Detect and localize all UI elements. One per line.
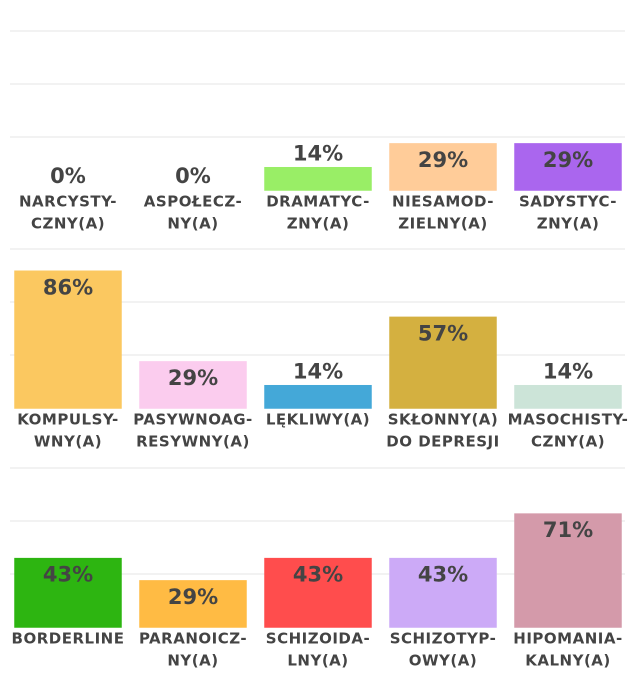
bar	[264, 384, 372, 409]
bar	[389, 143, 497, 191]
category-label: CZNY(A)	[31, 215, 105, 233]
value-label: 0%	[175, 164, 211, 188]
value-label: 43%	[43, 563, 93, 587]
value-label: 14%	[293, 142, 343, 166]
category-label: SADYSTYC-	[519, 193, 617, 211]
category-label: HIPOMANIA-	[513, 630, 622, 648]
bar	[514, 513, 622, 628]
category-label: ASPOŁECZ-	[144, 193, 242, 211]
category-label: CZNY(A)	[531, 433, 605, 451]
category-label: BORDERLINE	[12, 630, 125, 648]
value-label: 43%	[293, 563, 343, 587]
bar	[264, 166, 372, 191]
bar	[14, 557, 122, 628]
bar	[389, 316, 497, 409]
category-label: SCHIZOTYP-	[390, 630, 497, 648]
bar	[264, 557, 372, 628]
category-label: NY(A)	[167, 215, 218, 233]
bar	[514, 143, 622, 191]
category-label: SCHIZOIDA-	[266, 630, 370, 648]
category-label: SKŁONNY(A)	[388, 411, 499, 429]
bar	[389, 557, 497, 628]
value-label: 29%	[543, 148, 593, 172]
category-label: DRAMATYC-	[266, 193, 370, 211]
category-label: PARANOICZ-	[139, 630, 247, 648]
category-label: LNY(A)	[287, 652, 348, 670]
category-label: LĘKLIWY(A)	[266, 411, 370, 429]
bar	[139, 361, 247, 409]
category-label: ZNY(A)	[287, 215, 350, 233]
category-label: MASOCHISTY-	[508, 411, 629, 429]
value-label: 29%	[168, 585, 218, 609]
category-label: NARCYSTY-	[19, 193, 117, 211]
value-label: 29%	[418, 148, 468, 172]
category-label: KALNY(A)	[525, 652, 611, 670]
category-label: NY(A)	[167, 652, 218, 670]
category-label: NIESAMOD-	[392, 193, 494, 211]
value-label: 57%	[418, 321, 468, 345]
category-label: WNY(A)	[34, 433, 102, 451]
category-label: RESYWNY(A)	[136, 433, 250, 451]
category-label: KOMPULSY-	[17, 411, 119, 429]
bar	[14, 270, 122, 409]
value-label: 43%	[418, 563, 468, 587]
category-label: ZIELNY(A)	[398, 215, 488, 233]
bar	[514, 384, 622, 409]
category-label: ZNY(A)	[537, 215, 600, 233]
category-label: DO DEPRESJI	[386, 433, 499, 451]
category-label: PASYWNOAG-	[133, 411, 253, 429]
value-label: 86%	[43, 275, 93, 299]
bar	[139, 580, 247, 628]
value-label: 71%	[543, 518, 593, 542]
value-label: 0%	[50, 164, 86, 188]
value-label: 14%	[543, 360, 593, 384]
value-label: 14%	[293, 360, 343, 384]
category-label: OWY(A)	[409, 652, 477, 670]
value-label: 29%	[168, 366, 218, 390]
